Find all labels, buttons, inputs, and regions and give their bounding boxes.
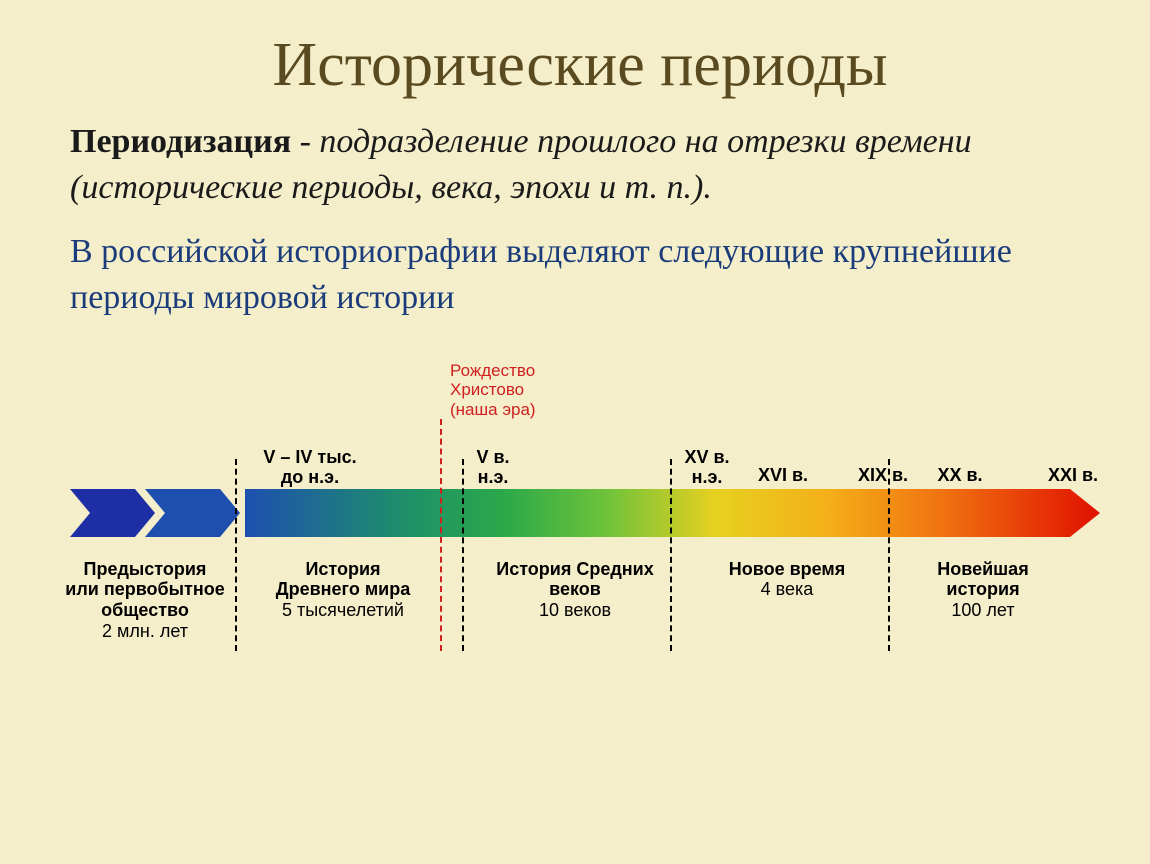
note-paragraph: В российской историографии выделяют след… — [70, 229, 1090, 321]
prehistory-arrow-left — [70, 489, 155, 537]
period-divider-4 — [888, 459, 890, 651]
timeline-gradient-bar — [245, 489, 1100, 537]
time-label-5: XX в. — [925, 465, 995, 486]
period-label-4: Новейшаяистория100 лет — [898, 559, 1068, 621]
time-label-4: XIX в. — [848, 465, 918, 486]
time-label-6: XXI в. — [1038, 465, 1108, 486]
timeline-svg — [70, 361, 1120, 557]
period-label-3: Новое время4 века — [702, 559, 872, 600]
definition-term: Периодизация — [70, 123, 291, 160]
period-label-1: ИсторияДревнего мира5 тысячелетий — [248, 559, 438, 621]
period-label-2: История Среднихвеков10 веков — [475, 559, 675, 621]
time-label-3: XVI в. — [748, 465, 818, 486]
period-label-0: Предысторияили первобытноеобщество2 млн.… — [50, 559, 240, 642]
christ-era-label: РождествоХристово(наша эра) — [450, 361, 536, 420]
timeline-diagram: РождествоХристово(наша эра) V – IV тыс.до… — [70, 361, 1090, 681]
time-label-0: V – IV тыс.до н.э. — [250, 447, 370, 488]
definition-paragraph: Периодизация - подразделение прошлого на… — [70, 119, 1090, 211]
prehistory-arrow-right — [145, 489, 240, 537]
time-label-2: XV в.н.э. — [672, 447, 742, 488]
christ-divider — [440, 419, 442, 651]
page-title: Исторические периоды — [70, 30, 1090, 101]
definition-separator: - — [291, 123, 319, 160]
time-label-1: V в.н.э. — [463, 447, 523, 488]
